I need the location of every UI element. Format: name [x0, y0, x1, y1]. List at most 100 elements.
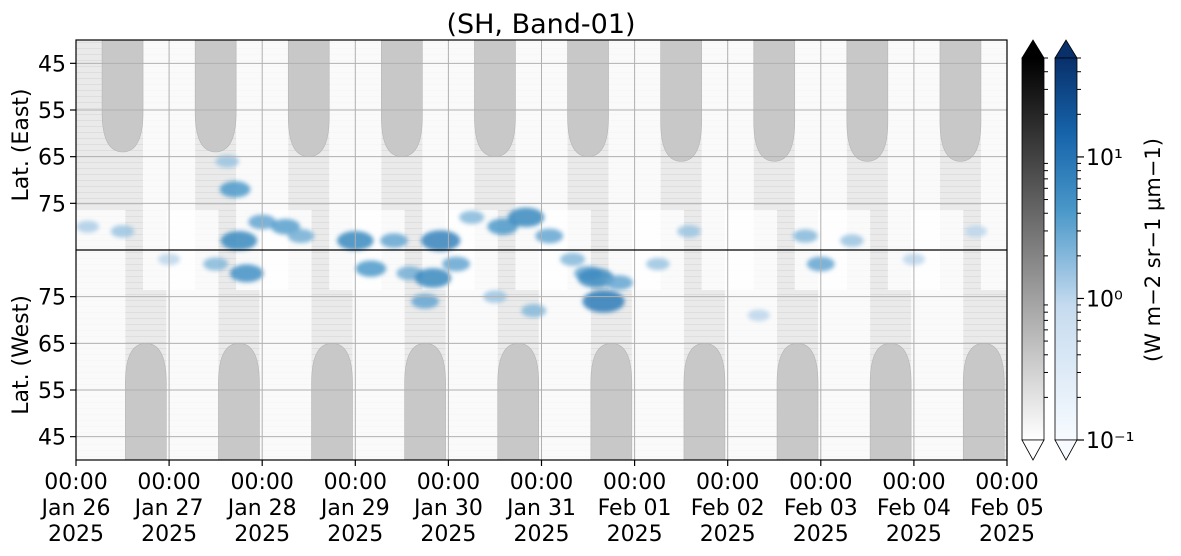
dayside-band-west	[724, 210, 778, 460]
masked-lobe-east	[101, 40, 144, 153]
x-tick-label-time: 00:00	[603, 470, 666, 495]
x-tick-label-date: Jan 30	[412, 496, 483, 521]
dayside-band-west	[259, 210, 312, 460]
masked-lobe-east	[846, 40, 889, 162]
aurora-patch	[582, 290, 625, 313]
aurora-patch	[646, 257, 670, 271]
x-tick-label-date: Jan 27	[133, 496, 204, 521]
aurora-emission	[76, 155, 988, 322]
aurora-patch	[792, 229, 818, 243]
x-tick-label-year: 2025	[141, 522, 197, 547]
masked-lobe-west	[962, 343, 1005, 460]
x-tick-label-time: 00:00	[44, 470, 107, 495]
masked-lobe-west	[590, 343, 633, 460]
aurora-patch	[220, 230, 258, 251]
colorbar-label: (W m−2 sr−1 μm−1)	[1141, 138, 1165, 362]
masked-lobe-west	[311, 343, 353, 460]
y-tick-label-west: 65	[38, 332, 66, 357]
y-tick-label-west: 75	[38, 286, 66, 311]
dayside-band-east	[980, 40, 1007, 290]
dayside-band-west	[538, 210, 591, 460]
x-tick-label-time: 00:00	[696, 470, 759, 495]
aurora-patch	[76, 220, 99, 233]
x-tick-label-year: 2025	[327, 522, 383, 547]
y-tick-label-west: 45	[38, 426, 66, 451]
x-tick-label-date: Feb 01	[598, 496, 672, 521]
x-tick-label-time: 00:00	[417, 470, 480, 495]
masked-lobe-west	[497, 343, 540, 460]
y-tick-label-east: 75	[38, 192, 66, 217]
masked-lobe-east	[381, 40, 423, 157]
y-tick-label-east: 45	[38, 52, 66, 77]
masked-lobe-west	[683, 343, 726, 460]
x-tick-label-year: 2025	[886, 522, 942, 547]
ylabel-east: Lat. (East)	[9, 89, 34, 202]
aurora-patch	[677, 225, 701, 238]
x-tick-label-date: Jan 29	[319, 496, 390, 521]
x-tick-label-time: 00:00	[230, 470, 293, 495]
aurora-patch	[560, 252, 586, 266]
blue-colorbar	[1054, 39, 1078, 461]
x-tick-label-time: 00:00	[324, 470, 387, 495]
aurora-patch	[521, 304, 547, 318]
ylabel-west: Lat. (West)	[9, 295, 34, 415]
aurora-patch	[535, 228, 564, 244]
blue-colorbar-extend-top	[1054, 39, 1078, 59]
aurora-patch	[747, 309, 770, 322]
gray-colorbar	[1021, 39, 1045, 461]
aurora-patch	[110, 225, 135, 238]
x-tick-label-date: Jan 31	[505, 496, 576, 521]
x-tick-label-time: 00:00	[882, 470, 945, 495]
y-tick-label-east: 65	[38, 146, 66, 171]
blue-colorbar-gradient	[1054, 57, 1078, 441]
aurora-patch	[605, 275, 634, 291]
x-tick-label-date: Jan 26	[40, 496, 111, 521]
masked-lobe-east	[287, 40, 330, 157]
x-tick-label-date: Feb 03	[784, 496, 858, 521]
aurora-patch	[459, 210, 485, 224]
x-tick-label-year: 2025	[979, 522, 1035, 547]
plot-area	[75, 39, 1008, 461]
gray-colorbar-gradient	[1021, 57, 1045, 441]
x-tick-label-time: 00:00	[137, 470, 200, 495]
masked-lobe-west	[404, 343, 446, 460]
masked-lobe-east	[660, 40, 702, 162]
masked-lobe-west	[125, 343, 167, 460]
colorbar-tick-label: 10⁻¹	[1086, 429, 1134, 454]
x-tick-label-date: Feb 04	[877, 496, 951, 521]
x-tick-label-date: Feb 02	[691, 496, 765, 521]
masked-lobe-east	[567, 40, 609, 157]
colorbar-tick-label: 10⁰	[1086, 287, 1123, 312]
masked-lobe-east	[753, 40, 796, 162]
masked-lobe-west	[218, 343, 260, 460]
aurora-patch	[487, 218, 519, 235]
gray-colorbar-extend-bottom	[1021, 439, 1045, 461]
colorbar-tick-label: 10¹	[1086, 146, 1123, 171]
aurora-patch	[355, 260, 387, 277]
aurora-patch	[964, 225, 988, 238]
x-tick-label-time: 00:00	[510, 470, 573, 495]
x-tick-label-year: 2025	[420, 522, 476, 547]
masked-lobe-east	[939, 40, 982, 162]
x-tick-label-year: 2025	[793, 522, 849, 547]
aurora-patch	[420, 230, 461, 252]
dayside-band-west	[911, 210, 964, 460]
masked-regions	[101, 40, 1005, 460]
aurora-patch	[840, 234, 864, 247]
x-tick-label-year: 2025	[234, 522, 290, 547]
aurora-patch	[203, 257, 229, 271]
aurora-patch	[229, 264, 264, 283]
dayside-band-west	[631, 210, 684, 460]
aurora-patch	[215, 155, 240, 168]
aurora-patch	[380, 233, 409, 249]
y-tick-label-east: 55	[38, 99, 66, 124]
blue-colorbar-extend-bottom	[1054, 439, 1078, 461]
dayside-band-west	[445, 210, 498, 460]
x-tick-label-time: 00:00	[789, 470, 852, 495]
aurora-patch	[414, 268, 452, 288]
x-tick-label-date: Feb 05	[970, 496, 1044, 521]
chart-title: (SH, Band-01)	[446, 9, 635, 40]
x-tick-label-year: 2025	[700, 522, 756, 547]
aurora-patch	[442, 256, 471, 272]
